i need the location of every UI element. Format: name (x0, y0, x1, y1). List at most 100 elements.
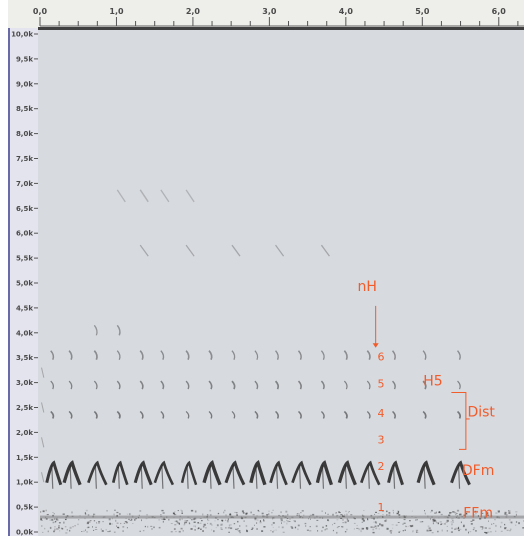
noise-speck (456, 513, 458, 514)
noise-speck (285, 510, 288, 513)
noise-speck (385, 520, 387, 522)
noise-speck (259, 520, 261, 522)
harmonic-trace (139, 189, 149, 203)
noise-speck (229, 513, 231, 515)
noise-speck (84, 513, 87, 516)
noise-speck (410, 525, 413, 528)
noise-speck (391, 524, 394, 526)
fundamental-trace (62, 460, 82, 486)
noise-speck (193, 518, 195, 521)
noise-speck (243, 520, 245, 522)
noise-speck (53, 530, 55, 533)
noise-speck (217, 512, 220, 515)
noise-speck (69, 529, 71, 532)
noise-speck (189, 523, 191, 525)
noise-speck (54, 530, 56, 531)
noise-speck (242, 512, 245, 514)
noise-speck (233, 523, 236, 525)
onset-trace (41, 472, 45, 483)
noise-speck (457, 527, 460, 530)
noise-speck (291, 527, 294, 529)
fundamental-trace (337, 460, 357, 486)
noise-speck (474, 510, 477, 513)
noise-speck (504, 511, 507, 514)
noise-speck (403, 518, 406, 521)
noise-speck (88, 521, 91, 523)
noise-speck (271, 512, 273, 514)
noise-speck (268, 513, 270, 516)
noise-speck (479, 517, 482, 520)
noise-speck (375, 527, 378, 530)
noise-speck (193, 525, 195, 527)
noise-speck (298, 514, 300, 517)
noise-speck (87, 526, 90, 528)
noise-speck (322, 526, 324, 529)
noise-speck (270, 530, 272, 532)
harmonic-trace (116, 324, 121, 336)
noise-speck (411, 524, 414, 527)
noise-speck (286, 519, 288, 522)
noise-speck (216, 524, 219, 527)
noise-speck (362, 519, 365, 522)
noise-speck (174, 531, 177, 533)
noise-speck (346, 513, 348, 516)
noise-speck (338, 511, 340, 513)
annotation-label: FFm (463, 506, 493, 522)
noise-speck (448, 514, 451, 517)
noise-speck (433, 519, 436, 522)
noise-speck (180, 527, 183, 529)
noise-speck (128, 518, 130, 520)
harmonic-trace (185, 244, 195, 257)
noise-speck (225, 527, 227, 529)
noise-speck (455, 527, 458, 529)
noise-speck (124, 521, 127, 522)
noise-speck (309, 530, 312, 532)
noise-speck (281, 522, 282, 524)
noise-speck (153, 526, 155, 529)
harmonic-trace (275, 350, 279, 360)
noise-speck (176, 520, 178, 522)
noise-speck (428, 527, 431, 529)
noise-speck (230, 527, 232, 529)
annotation-label: 5 (378, 378, 385, 391)
fundamental-tail (321, 464, 325, 489)
noise-speck (454, 528, 457, 530)
harmonic-trace (422, 410, 427, 419)
noise-speck (344, 514, 346, 516)
noise-speck (86, 522, 89, 525)
noise-speck (470, 523, 473, 525)
x-tick-label: 3,0 (262, 7, 277, 16)
noise-speck (256, 528, 258, 530)
noise-speck (107, 531, 110, 533)
noise-speck (182, 530, 184, 532)
y-axis-ruler (8, 28, 38, 536)
noise-speck (430, 511, 432, 513)
noise-speck (393, 512, 394, 514)
noise-speck (202, 525, 205, 528)
fundamental-trace (387, 460, 404, 486)
fundamental-tail (367, 464, 370, 489)
noise-speck (86, 527, 89, 529)
noise-speck (465, 528, 467, 531)
noise-speck (116, 522, 119, 524)
annotation-label: 6 (378, 351, 385, 364)
dist-bracket (451, 392, 467, 450)
noise-speck (61, 527, 64, 530)
noise-speck (49, 519, 52, 521)
noise-speck (131, 519, 133, 521)
noise-speck (41, 519, 43, 521)
noise-speck (44, 518, 47, 520)
noise-speck (443, 523, 446, 525)
y-tick-label: 6,5k (16, 205, 33, 213)
noise-speck (117, 526, 120, 529)
fundamental-trace (87, 460, 108, 486)
noise-speck (325, 512, 326, 514)
noise-speck (101, 530, 104, 532)
noise-speck (392, 527, 394, 529)
x-axis-ruler (8, 0, 524, 28)
noise-speck (283, 521, 286, 523)
noise-speck (74, 525, 76, 527)
noise-speck (93, 529, 95, 531)
noise-speck (416, 532, 419, 533)
fundamental-trace (269, 460, 288, 486)
